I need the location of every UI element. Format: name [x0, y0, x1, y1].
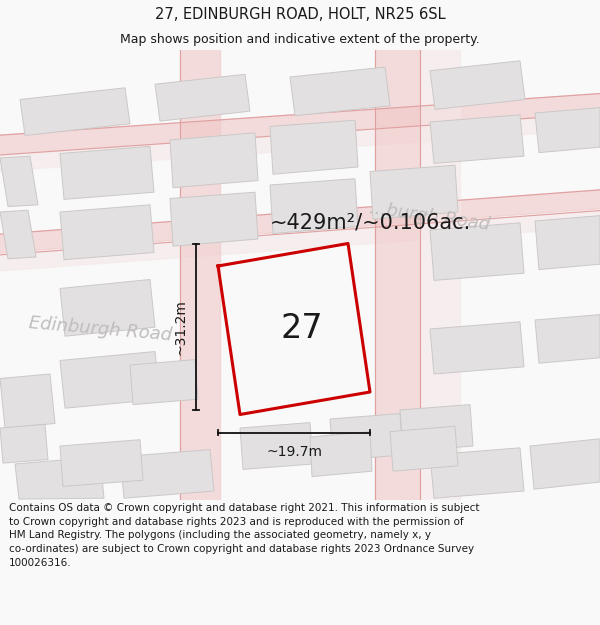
Polygon shape: [0, 210, 600, 271]
Text: 27, EDINBURGH ROAD, HOLT, NR25 6SL: 27, EDINBURGH ROAD, HOLT, NR25 6SL: [155, 6, 445, 21]
Text: Map shows position and indicative extent of the property.: Map shows position and indicative extent…: [120, 34, 480, 46]
Polygon shape: [530, 439, 600, 489]
Polygon shape: [20, 88, 130, 136]
Polygon shape: [0, 93, 600, 155]
Text: ~31.2m: ~31.2m: [174, 299, 188, 355]
Polygon shape: [430, 115, 524, 163]
Text: ...burgh Road: ...burgh Road: [368, 199, 491, 234]
Polygon shape: [0, 189, 600, 253]
Polygon shape: [60, 351, 160, 408]
Polygon shape: [15, 457, 104, 499]
Text: 27: 27: [281, 312, 323, 346]
Polygon shape: [270, 179, 358, 234]
Polygon shape: [0, 424, 48, 463]
Polygon shape: [430, 322, 524, 374]
Text: Edinburgh Road: Edinburgh Road: [28, 314, 172, 344]
Polygon shape: [0, 374, 55, 428]
Polygon shape: [0, 210, 36, 259]
Polygon shape: [430, 61, 525, 109]
Polygon shape: [420, 46, 460, 504]
Polygon shape: [430, 448, 524, 498]
Polygon shape: [370, 165, 458, 219]
Polygon shape: [120, 449, 214, 498]
Polygon shape: [430, 222, 524, 281]
Polygon shape: [375, 46, 420, 504]
Polygon shape: [155, 74, 250, 121]
Polygon shape: [60, 146, 154, 199]
Polygon shape: [535, 314, 600, 363]
Polygon shape: [60, 205, 154, 260]
Polygon shape: [290, 67, 390, 116]
Polygon shape: [130, 359, 198, 404]
Polygon shape: [240, 422, 313, 469]
Text: ~429m²/~0.106ac.: ~429m²/~0.106ac.: [270, 213, 471, 232]
Polygon shape: [60, 440, 143, 486]
Polygon shape: [180, 46, 220, 504]
Polygon shape: [0, 113, 600, 171]
Polygon shape: [310, 432, 372, 477]
Polygon shape: [400, 404, 473, 451]
Polygon shape: [170, 192, 258, 246]
Polygon shape: [535, 107, 600, 152]
Polygon shape: [0, 156, 38, 207]
Text: ~19.7m: ~19.7m: [266, 445, 322, 459]
Polygon shape: [390, 426, 458, 471]
Polygon shape: [170, 132, 258, 188]
Polygon shape: [60, 279, 155, 336]
Polygon shape: [270, 120, 358, 174]
Polygon shape: [535, 216, 600, 269]
Polygon shape: [330, 414, 403, 461]
Text: Contains OS data © Crown copyright and database right 2021. This information is : Contains OS data © Crown copyright and d…: [9, 503, 479, 568]
